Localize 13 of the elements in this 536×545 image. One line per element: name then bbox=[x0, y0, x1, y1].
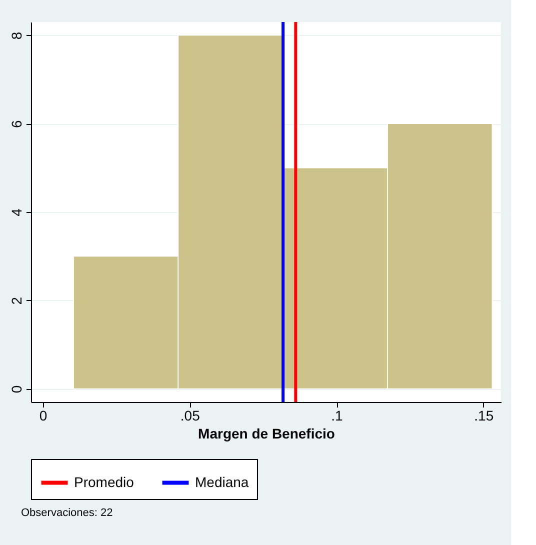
y-tick-label: 2 bbox=[8, 296, 24, 305]
x-tick-label: 0 bbox=[39, 408, 48, 424]
text: Observaciones: 22 bbox=[21, 507, 113, 519]
x-tick-label: .15 bbox=[474, 408, 494, 424]
y-tick-label: 4 bbox=[8, 208, 24, 216]
x-axis-title: Margen de Beneficio bbox=[198, 426, 335, 442]
legend-label: Mediana bbox=[195, 474, 249, 490]
y-tick-label: 0 bbox=[8, 385, 24, 394]
y-tick-label: 6 bbox=[8, 120, 24, 128]
x-tick-label: .1 bbox=[331, 408, 344, 424]
y-tick-label: 8 bbox=[8, 32, 24, 40]
legend-label: Promedio bbox=[74, 474, 134, 490]
x-tick-label: .05 bbox=[180, 408, 200, 424]
